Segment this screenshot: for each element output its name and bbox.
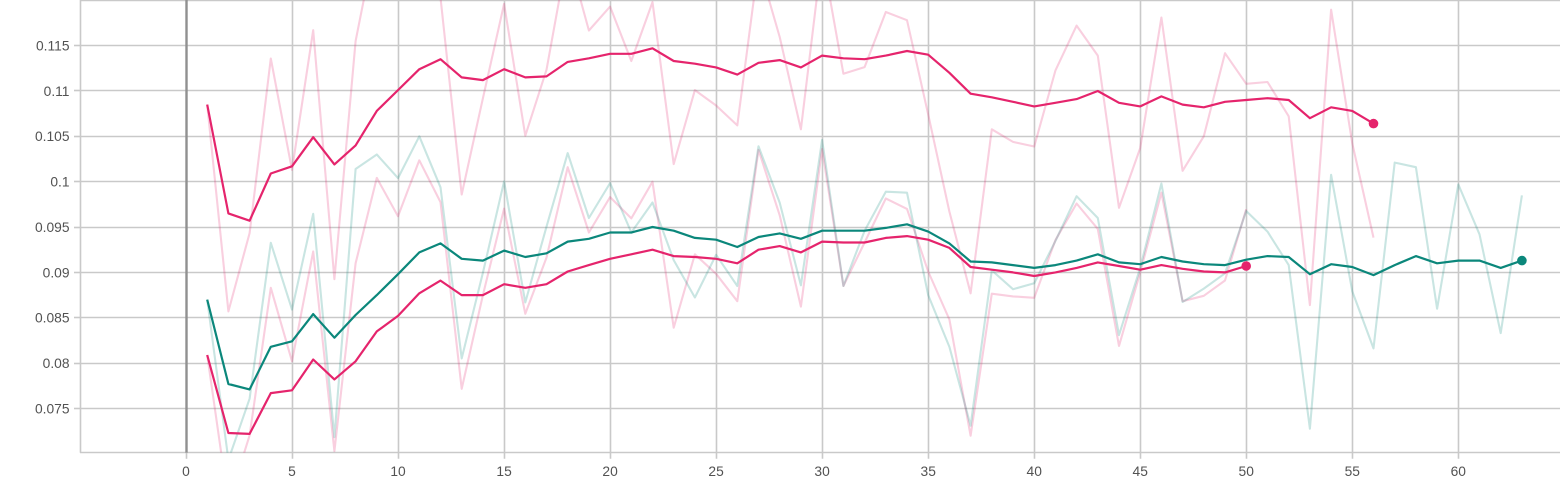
svg-text:0.11: 0.11 [44, 84, 70, 99]
svg-text:40: 40 [1027, 464, 1043, 479]
svg-text:20: 20 [602, 464, 618, 479]
svg-text:0.095: 0.095 [35, 220, 70, 235]
svg-text:0.09: 0.09 [43, 265, 70, 280]
svg-text:10: 10 [390, 464, 406, 479]
svg-text:0.075: 0.075 [35, 401, 70, 416]
svg-text:15: 15 [496, 464, 512, 479]
svg-text:5: 5 [288, 464, 296, 479]
svg-text:50: 50 [1239, 464, 1255, 479]
svg-text:35: 35 [921, 464, 937, 479]
svg-text:45: 45 [1133, 464, 1149, 479]
svg-text:0.115: 0.115 [36, 39, 70, 54]
svg-text:0.1: 0.1 [50, 175, 69, 190]
svg-text:30: 30 [814, 464, 830, 479]
svg-text:0.085: 0.085 [35, 311, 70, 326]
svg-text:0.105: 0.105 [35, 129, 70, 144]
svg-text:0: 0 [182, 464, 190, 479]
svg-text:25: 25 [708, 464, 724, 479]
svg-text:55: 55 [1345, 464, 1361, 479]
svg-text:0.08: 0.08 [43, 356, 70, 371]
svg-text:60: 60 [1451, 464, 1467, 479]
